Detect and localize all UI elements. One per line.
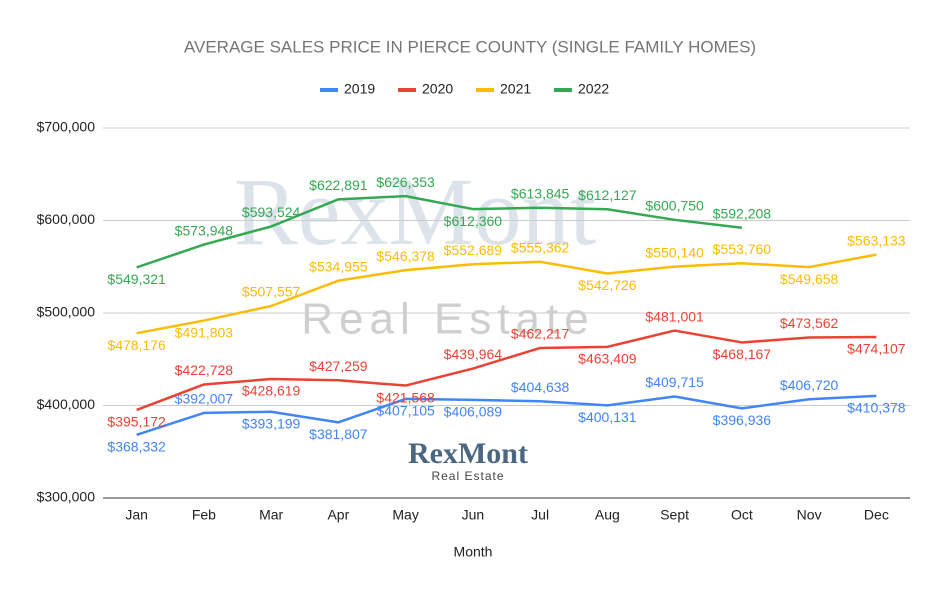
data-label: $474,107 (847, 341, 906, 357)
logo-title: RexMont (408, 437, 528, 470)
data-label: $542,726 (578, 277, 637, 293)
y-tick-label: $300,000 (37, 489, 96, 505)
data-label: $481,001 (645, 308, 704, 324)
x-tick-label: Aug (595, 507, 620, 523)
data-label: $407,105 (376, 403, 435, 419)
data-label: $428,619 (242, 383, 301, 399)
data-label: $393,199 (242, 415, 301, 431)
data-label: $626,353 (376, 174, 435, 190)
data-label: $368,332 (107, 438, 166, 454)
watermark-title: RexMont (234, 158, 597, 265)
data-label: $478,176 (107, 337, 166, 353)
data-label: $406,089 (444, 404, 503, 420)
x-tick-label: Dec (864, 507, 889, 523)
data-label: $593,524 (242, 204, 301, 220)
data-label: $410,378 (847, 400, 906, 416)
data-label: $553,760 (713, 241, 772, 257)
data-label: $549,321 (107, 271, 166, 287)
y-tick-label: $400,000 (37, 396, 96, 412)
data-label: $462,217 (511, 326, 570, 342)
x-tick-label: Apr (327, 507, 349, 523)
data-label: $409,715 (645, 374, 704, 390)
series-line (136, 253, 877, 335)
y-tick-label: $500,000 (37, 304, 96, 320)
data-label: $552,689 (444, 242, 503, 258)
data-label: $491,803 (175, 324, 234, 340)
data-label: $404,638 (511, 379, 570, 395)
x-tick-label: Jun (462, 507, 485, 523)
legend-label: 2022 (578, 81, 609, 97)
data-label: $534,955 (309, 258, 368, 274)
x-tick-label: Jul (531, 507, 549, 523)
data-label: $555,362 (511, 239, 570, 255)
data-label: $468,167 (713, 346, 772, 362)
y-tick-label: $700,000 (37, 119, 96, 135)
legend-label: 2020 (422, 81, 453, 97)
data-label: $395,172 (107, 414, 166, 430)
data-label: $563,133 (847, 232, 906, 248)
data-label: $463,409 (578, 351, 637, 367)
x-tick-label: May (392, 507, 418, 523)
data-label: $400,131 (578, 409, 637, 425)
x-axis-label: Month (454, 544, 493, 560)
data-label: $592,208 (713, 205, 772, 221)
data-label: $507,557 (242, 284, 301, 300)
data-label: $381,807 (309, 426, 368, 442)
x-tick-label: Oct (731, 507, 753, 523)
data-label: $427,259 (309, 358, 368, 374)
watermark-subtitle: Real Estate (301, 295, 594, 344)
x-tick-label: Sept (660, 507, 689, 523)
x-tick-label: Mar (259, 507, 283, 523)
data-label: $439,964 (444, 346, 503, 362)
data-label: $613,845 (511, 185, 570, 201)
x-tick-label: Jan (125, 507, 148, 523)
data-label: $622,891 (309, 177, 368, 193)
data-label: $600,750 (645, 198, 704, 214)
data-label: $396,936 (713, 412, 772, 428)
series-line (136, 329, 877, 412)
x-tick-label: Feb (192, 507, 216, 523)
chart-title: AVERAGE SALES PRICE IN PIERCE COUNTY (SI… (184, 37, 756, 56)
data-label: $421,568 (376, 389, 435, 405)
data-label: $392,007 (175, 391, 234, 407)
data-label: $546,378 (376, 248, 435, 264)
legend-label: 2019 (344, 81, 375, 97)
legend-label: 2021 (500, 81, 531, 97)
data-label: $549,658 (780, 271, 839, 287)
y-tick-label: $600,000 (37, 211, 96, 227)
data-label: $612,360 (444, 213, 503, 229)
data-label: $612,127 (578, 187, 637, 203)
data-label: $422,728 (175, 362, 234, 378)
x-tick-label: Nov (797, 507, 822, 523)
data-label: $406,720 (780, 377, 839, 393)
series-line (136, 394, 877, 436)
data-label: $550,140 (645, 244, 704, 260)
data-label: $573,948 (175, 222, 234, 238)
logo-subtitle: Real Estate (431, 469, 504, 483)
data-label: $473,562 (780, 315, 839, 331)
series-line (136, 194, 743, 269)
plot: $300,000 $400,000 $500,000 $600,000 $700,000… (37, 81, 910, 523)
